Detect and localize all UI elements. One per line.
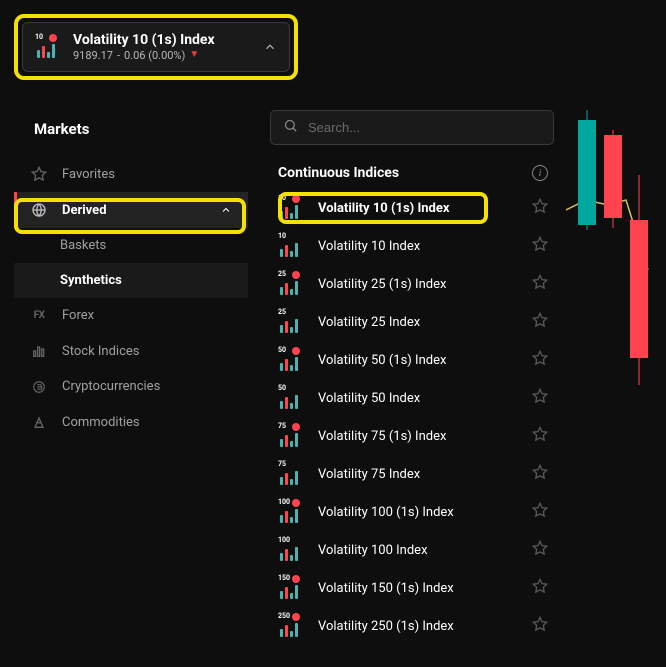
sidebar-item-label: Stock Indices	[62, 344, 140, 359]
favorite-star-icon[interactable]	[532, 540, 548, 560]
index-icon: 25	[278, 311, 306, 333]
search-input[interactable]	[308, 120, 541, 135]
section-title: Continuous Indices	[278, 165, 399, 181]
index-label: Volatility 75 (1s) Index	[318, 429, 446, 444]
index-item[interactable]: 100 Volatility 100 (1s) Index	[258, 493, 566, 531]
favorite-star-icon[interactable]	[532, 388, 548, 408]
favorite-star-icon[interactable]	[532, 502, 548, 522]
asset-price: 9189.17	[73, 49, 113, 62]
price-chart[interactable]	[566, 0, 666, 667]
search-icon	[283, 118, 298, 137]
favorite-star-icon[interactable]	[532, 312, 548, 332]
one-second-badge	[49, 34, 57, 42]
index-label: Volatility 10 (1s) Index	[318, 201, 450, 216]
sidebar-item-stock-indices[interactable]: Stock Indices	[14, 333, 248, 369]
sidebar-item-label: Favorites	[62, 167, 115, 182]
index-label: Volatility 250 (1s) Index	[318, 619, 454, 634]
index-label: Volatility 100 Index	[318, 543, 428, 558]
index-item[interactable]: 150 Volatility 150 (1s) Index	[258, 569, 566, 607]
star-icon	[30, 166, 48, 182]
chevron-up-icon	[220, 204, 232, 216]
one-second-badge	[292, 195, 300, 203]
globe-icon	[30, 202, 48, 218]
index-icon: 10	[278, 235, 306, 257]
markets-sidebar: Markets Favorites Derived Baskets Synthe…	[14, 110, 248, 440]
favorite-star-icon[interactable]	[532, 198, 548, 218]
sidebar-item-label: Commodities	[62, 415, 140, 430]
index-item[interactable]: 50 Volatility 50 Index	[258, 379, 566, 417]
sidebar-item-crypto[interactable]: Cryptocurrencies	[14, 369, 248, 404]
sidebar-subitem-baskets[interactable]: Baskets	[14, 228, 248, 263]
index-icon: 150	[278, 577, 306, 599]
info-icon[interactable]: i	[532, 165, 548, 181]
sidebar-subitem-synthetics[interactable]: Synthetics	[14, 263, 248, 298]
search-box[interactable]	[270, 110, 554, 145]
one-second-badge	[292, 271, 300, 279]
index-icon: 50	[278, 387, 306, 409]
favorite-star-icon[interactable]	[532, 236, 548, 256]
one-second-badge	[292, 423, 300, 431]
one-second-badge	[292, 613, 300, 621]
asset-info: Volatility 10 (1s) Index 9189.17 - 0.06 …	[73, 32, 215, 62]
index-icon: 100	[278, 501, 306, 523]
index-label: Volatility 50 (1s) Index	[318, 353, 446, 368]
favorite-star-icon[interactable]	[532, 578, 548, 598]
one-second-badge	[292, 347, 300, 355]
index-item[interactable]: 50 Volatility 50 (1s) Index	[258, 341, 566, 379]
index-icon: 100	[278, 539, 306, 561]
index-icon: 10	[278, 197, 306, 219]
sidebar-item-label: Cryptocurrencies	[62, 379, 160, 394]
index-item[interactable]: 250 Volatility 250 (1s) Index	[258, 607, 566, 645]
index-item[interactable]: 75 Volatility 75 Index	[258, 455, 566, 493]
index-label: Volatility 150 (1s) Index	[318, 581, 454, 596]
index-icon: 50	[278, 349, 306, 371]
crypto-icon	[30, 380, 48, 394]
one-second-badge	[292, 499, 300, 507]
chevron-up-icon	[263, 40, 277, 54]
chart-icon	[30, 343, 48, 359]
index-label: Volatility 100 (1s) Index	[318, 505, 454, 520]
index-icon: 75	[278, 463, 306, 485]
index-item[interactable]: 10 Volatility 10 Index	[258, 227, 566, 265]
index-item[interactable]: 10 Volatility 10 (1s) Index	[258, 189, 566, 227]
index-icon: 250	[278, 615, 306, 637]
asset-selector-dropdown[interactable]: 10 Volatility 10 (1s) Index 9189.17 - 0.…	[22, 22, 290, 72]
sidebar-heading: Markets	[14, 110, 248, 156]
favorite-star-icon[interactable]	[532, 274, 548, 294]
sidebar-subitem-label: Synthetics	[60, 273, 122, 288]
sidebar-item-favorites[interactable]: Favorites	[14, 156, 248, 192]
index-item[interactable]: 75 Volatility 75 (1s) Index	[258, 417, 566, 455]
indices-panel: Continuous Indices i 10 Volatility 10 (1s…	[258, 110, 566, 645]
asset-icon: 10	[35, 36, 63, 58]
sidebar-item-label: Derived	[62, 203, 107, 218]
sidebar-item-forex[interactable]: FX Forex	[14, 298, 248, 333]
index-label: Volatility 75 Index	[318, 467, 420, 482]
favorite-star-icon[interactable]	[532, 350, 548, 370]
index-item[interactable]: 100 Volatility 100 Index	[258, 531, 566, 569]
index-item[interactable]: 25 Volatility 25 Index	[258, 303, 566, 341]
asset-change: 0.06 (0.00%)	[124, 49, 185, 62]
sidebar-item-commodities[interactable]: Commodities	[14, 404, 248, 440]
sidebar-item-derived[interactable]: Derived	[14, 192, 248, 228]
index-item[interactable]: 25 Volatility 25 (1s) Index	[258, 265, 566, 303]
sidebar-subitem-label: Baskets	[60, 238, 106, 253]
one-second-badge	[292, 575, 300, 583]
commodities-icon	[30, 414, 48, 430]
index-label: Volatility 10 Index	[318, 239, 420, 254]
favorite-star-icon[interactable]	[532, 616, 548, 636]
index-icon: 25	[278, 273, 306, 295]
indices-list: 10 Volatility 10 (1s) Index 10 Volatility 1…	[258, 189, 566, 645]
index-label: Volatility 25 (1s) Index	[318, 277, 446, 292]
favorite-star-icon[interactable]	[532, 464, 548, 484]
sidebar-item-label: Forex	[62, 308, 94, 323]
favorite-star-icon[interactable]	[532, 426, 548, 446]
asset-title: Volatility 10 (1s) Index	[73, 32, 215, 49]
index-icon: 75	[278, 425, 306, 447]
fx-icon: FX	[30, 310, 48, 321]
index-label: Volatility 25 Index	[318, 315, 420, 330]
direction-down-icon: ▼	[189, 50, 199, 60]
index-label: Volatility 50 Index	[318, 391, 420, 406]
section-header: Continuous Indices i	[258, 153, 566, 189]
